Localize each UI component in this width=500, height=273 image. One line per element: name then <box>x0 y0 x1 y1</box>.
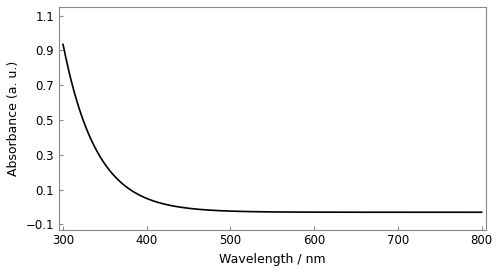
X-axis label: Wavelength / nm: Wavelength / nm <box>219 253 326 266</box>
Y-axis label: Absorbance (a. u.): Absorbance (a. u.) <box>7 61 20 176</box>
